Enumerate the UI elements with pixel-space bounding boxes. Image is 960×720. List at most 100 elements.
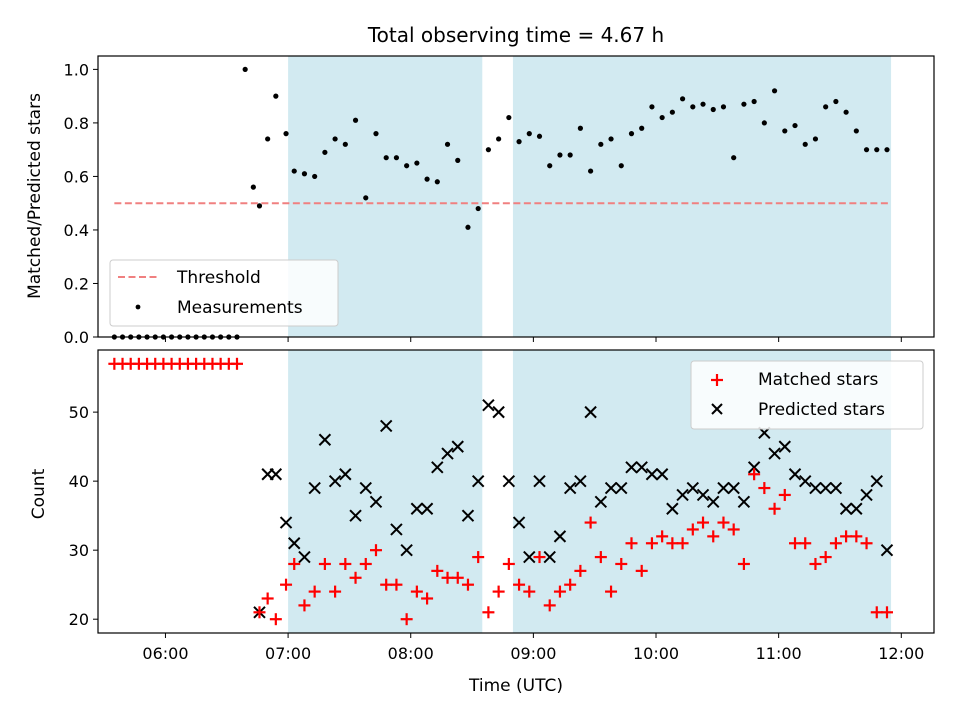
matched-point: [513, 578, 526, 591]
predicted-point: [492, 405, 505, 419]
measurement-point: [823, 104, 829, 110]
counts-series: [108, 357, 894, 626]
predicted-point: [799, 474, 812, 488]
predicted-point: [829, 481, 843, 495]
matched-point: [768, 502, 781, 515]
measurement-point: [884, 147, 890, 153]
predicted-point: [809, 481, 822, 495]
y-tick-label: 0.4: [64, 221, 89, 240]
y-tick-label: 1.0: [64, 60, 89, 79]
measurement-point: [608, 136, 614, 142]
measurement-point: [404, 163, 410, 169]
predicted-point: [410, 502, 424, 515]
measurement-point: [741, 101, 747, 107]
measurement-point: [475, 205, 481, 212]
predicted-point: [788, 468, 802, 481]
y-tick-label: 0.8: [64, 114, 89, 133]
matched-point: [615, 557, 628, 570]
measurement-point: [669, 109, 675, 115]
matched-point: [717, 516, 730, 529]
matched-point: [778, 488, 791, 501]
matched-point: [553, 585, 566, 598]
matched-point: [269, 613, 282, 626]
x-tick-label: 09:00: [510, 644, 556, 663]
predicted-point: [482, 399, 495, 412]
predicted-point: [676, 488, 689, 502]
predicted-point: [655, 468, 669, 481]
predicted-point: [349, 509, 362, 522]
predicted-point: [860, 488, 873, 502]
top-axes-frame: [97, 55, 935, 338]
matched-point: [819, 551, 832, 564]
predicted-point: [768, 447, 781, 460]
predicted-point: [574, 474, 587, 488]
predicted-point: [400, 543, 413, 557]
measurement-point: [301, 171, 308, 177]
matched-point: [492, 585, 505, 598]
predicted-point: [686, 481, 700, 495]
measurement-point: [659, 114, 665, 121]
y-tick-label: 50: [69, 403, 89, 422]
matched-point: [605, 585, 618, 598]
matched-point: [870, 606, 883, 619]
predicted-point: [584, 405, 597, 419]
matched-point: [359, 557, 372, 570]
matched-point: [461, 578, 474, 591]
matched-point: [261, 592, 274, 605]
top-legend-box: [109, 259, 339, 327]
measurement-point: [312, 173, 318, 180]
predicted-point: [696, 488, 710, 502]
predicted-point: [269, 468, 283, 481]
predicted-point: [778, 440, 791, 453]
matched-point: [748, 468, 761, 481]
predicted-point: [318, 433, 332, 446]
measurement-point: [444, 141, 451, 147]
matched-point: [349, 571, 362, 584]
measurement-point: [802, 141, 808, 147]
matched-point: [758, 482, 771, 495]
predicted-point: [604, 481, 618, 495]
measurement-point: [874, 147, 880, 153]
measurement-point: [496, 136, 502, 142]
predicted-point: [615, 481, 628, 495]
top-shading: [288, 56, 892, 337]
matched-point: [390, 578, 403, 591]
top-x-ticks: [164, 337, 902, 342]
predicted-point: [727, 481, 740, 495]
predicted-point: [533, 474, 546, 488]
bottom-panel: 20 30 40 50 06:00 07:00 08:00 09:00 10:00 11:00 1…: [29, 349, 935, 696]
measurement-point: [792, 122, 798, 129]
matched-point: [543, 599, 556, 612]
measurement-point: [242, 66, 248, 72]
predicted-point: [645, 468, 659, 481]
predicted-point: [707, 495, 720, 509]
measurement-point: [526, 131, 532, 137]
measurements-legend-swatch: [135, 304, 141, 310]
matched-point: [369, 544, 382, 557]
x-tick-label: 07:00: [265, 644, 311, 663]
predicted-point: [431, 461, 444, 474]
measurement-point: [588, 168, 594, 174]
measurement-point: [567, 152, 573, 158]
predicted-point: [747, 461, 761, 474]
measurement-point: [465, 224, 471, 230]
predicted-point: [390, 523, 403, 536]
measurement-point: [516, 139, 522, 145]
measurement-point: [843, 109, 849, 115]
top-y-ticks: 0.0 0.2 0.4 0.6 0.8 1.0: [64, 60, 98, 347]
measurement-point: [383, 155, 389, 161]
matched-point: [431, 564, 444, 577]
matched-point: [574, 564, 587, 577]
predicted-point: [328, 474, 342, 488]
x-tick-label: 11:00: [756, 644, 802, 663]
measurement-point: [332, 136, 338, 142]
matched-point: [318, 557, 331, 570]
predicted-point: [543, 550, 556, 564]
predicted-point: [717, 481, 730, 495]
top-panel: 0.0 0.2 0.4 0.6 0.8 1.0 Matched/Predicted sta…: [25, 55, 935, 347]
measurement-point: [256, 203, 263, 209]
shaded-interval-1: [512, 56, 892, 337]
predicted-point: [339, 468, 352, 481]
matched-point: [880, 606, 893, 619]
measurement-point: [506, 114, 512, 121]
